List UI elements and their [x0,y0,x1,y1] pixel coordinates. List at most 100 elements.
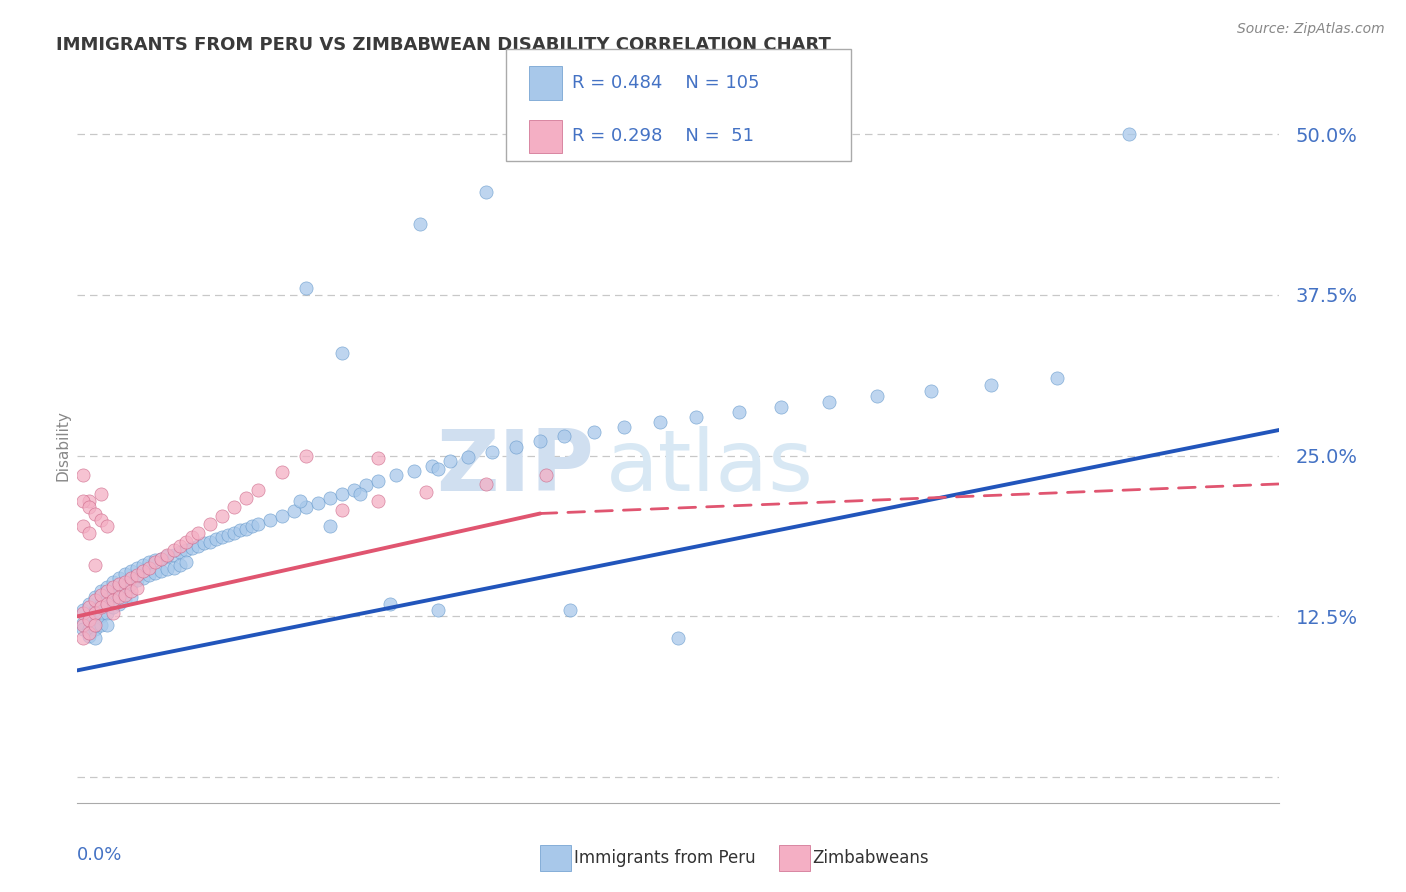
Point [330,345,353,359]
Point [84,631,107,645]
Point [349,487,371,501]
Point [294,449,316,463]
Point [108,597,131,611]
Point [174,542,197,557]
Point [980,378,1002,392]
Point [1118,127,1140,141]
Point [367,493,389,508]
Point [84,615,107,630]
Point [103,600,125,615]
Point [156,548,179,562]
Point [817,394,839,409]
Point [156,549,179,563]
Point [90,597,112,611]
Point [79,525,101,540]
Point [439,454,461,468]
Point [145,555,167,569]
Point [114,566,136,581]
Point [668,631,690,645]
Point [90,618,112,632]
Point [385,467,408,482]
Point [72,603,94,617]
Text: Source: ZipAtlas.com: Source: ZipAtlas.com [1237,22,1385,37]
Point [72,493,94,508]
Point [114,587,136,601]
Point [132,565,155,579]
Point [270,509,292,524]
Point [475,477,498,491]
Point [343,483,366,498]
Point [169,558,191,572]
Point [330,487,353,501]
Text: IMMIGRANTS FROM PERU VS ZIMBABWEAN DISABILITY CORRELATION CHART: IMMIGRANTS FROM PERU VS ZIMBABWEAN DISAB… [56,36,831,54]
Point [90,587,112,601]
Point [103,592,125,607]
Point [211,530,233,544]
Point [529,434,551,449]
Point [259,513,281,527]
Point [103,574,125,589]
Point [186,525,209,540]
Point [180,541,202,556]
Point [457,450,479,464]
Point [288,493,311,508]
Point [84,558,107,572]
Point [1046,371,1069,385]
Point [402,464,425,478]
Point [246,483,269,498]
Text: Zimbabweans: Zimbabweans [813,849,929,867]
Point [420,458,443,473]
Point [90,609,112,624]
Text: R = 0.298    N =  51: R = 0.298 N = 51 [572,128,754,145]
Point [132,571,155,585]
Point [96,606,118,620]
Point [769,400,792,414]
Text: ZIP: ZIP [436,425,595,509]
Point [79,629,101,643]
Point [72,606,94,620]
Point [84,592,107,607]
Text: 0.0%: 0.0% [77,846,122,863]
Point [198,516,221,531]
Point [127,574,149,588]
Point [162,542,184,557]
Point [613,420,636,434]
Point [127,560,149,574]
Point [727,405,749,419]
Point [180,530,202,544]
Point [90,583,112,598]
Point [84,618,107,632]
Point [650,415,672,429]
Point [475,185,498,199]
Point [84,507,107,521]
Point [354,478,377,492]
Point [427,461,450,475]
Point [108,583,131,598]
Point [162,560,184,574]
Point [145,566,167,580]
Point [156,562,179,576]
Point [72,615,94,630]
Point [79,600,101,615]
Point [174,534,197,549]
Point [169,545,191,559]
Y-axis label: Disability: Disability [55,410,70,482]
Point [90,487,112,501]
Point [120,577,142,591]
Point [319,491,342,505]
Point [211,509,233,524]
Point [96,519,118,533]
Point [198,534,221,549]
Point [132,558,155,572]
Point [127,568,149,582]
Point [283,504,305,518]
Point [96,592,118,607]
Point [150,551,173,566]
Point [96,583,118,598]
Point [72,622,94,636]
Point [120,583,142,598]
Point [90,513,112,527]
Point [145,553,167,567]
Point [96,618,118,632]
Point [72,618,94,632]
